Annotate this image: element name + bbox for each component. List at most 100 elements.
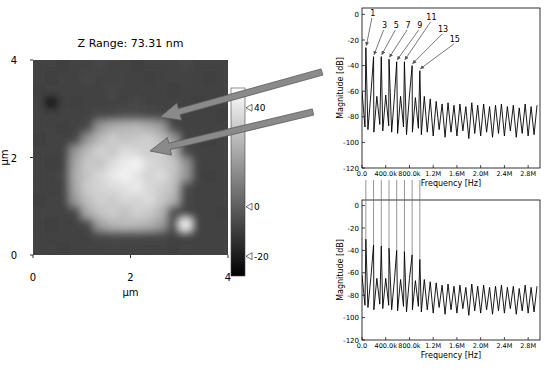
plot-area: [362, 48, 537, 139]
x-tick: [33, 255, 34, 258]
x-tick: [385, 165, 386, 168]
y-tick-label: 0: [355, 202, 359, 210]
y-tick-label: 2: [11, 153, 17, 164]
plot-frame: [362, 8, 540, 168]
guide-line: [365, 180, 366, 239]
x-tick: [130, 255, 131, 258]
y-tick: [362, 14, 365, 15]
spectrum-line: [362, 239, 537, 315]
harmonic-label: 7: [405, 21, 410, 30]
y-tick-label: -100: [343, 314, 359, 322]
harmonic-label: 13: [438, 25, 448, 34]
x-tick-label: 0.0: [357, 170, 367, 178]
guide-line: [419, 180, 420, 259]
y-tick: [362, 340, 365, 341]
x-axis-label: Frequency [Hz]: [421, 351, 481, 360]
guide-line: [388, 180, 389, 248]
spectrum-line: [362, 48, 537, 139]
colorbar-tick-label: -20: [254, 252, 269, 262]
image-area: [33, 60, 228, 255]
harmonic-label: 1: [370, 9, 375, 18]
y-axis-label: Magnitude [dB]: [336, 239, 345, 301]
harmonic-arrow: [366, 18, 372, 46]
x-tick: [409, 337, 410, 340]
height-map-smooth: [33, 60, 228, 255]
colorbar-tick: [246, 203, 252, 210]
x-tick: [456, 165, 457, 168]
x-tick: [528, 337, 529, 340]
image-title: Z Range: 73.31 nm: [78, 37, 184, 50]
y-tick: [30, 157, 33, 158]
x-tick-label: 1.6M: [449, 170, 465, 178]
harmonic-arrow: [420, 44, 454, 69]
y-tick: [362, 65, 365, 66]
harmonic-arrow: [374, 30, 384, 55]
pointer-arrow: [150, 109, 314, 155]
x-tick: [362, 165, 363, 168]
y-tick-label: -60: [348, 88, 359, 96]
figure: Z Range: 73.31 nm024024µmµm400-20-120-10…: [0, 0, 545, 370]
y-axis-label: µm: [0, 149, 10, 165]
x-tick-label: 1.2M: [425, 170, 441, 178]
x-tick: [480, 165, 481, 168]
y-axis-label: Magnitude [dB]: [336, 57, 345, 119]
x-tick: [433, 165, 434, 168]
x-tick-label: 1.2M: [425, 342, 441, 350]
y-tick-label: 0: [11, 250, 17, 261]
x-tick-label: 800.0k: [398, 342, 421, 350]
x-tick-label: 4: [225, 272, 231, 283]
y-tick-label: -100: [343, 139, 359, 147]
x-tick-label: 1.6M: [449, 342, 465, 350]
x-tick-label: 2.4M: [496, 170, 512, 178]
y-tick-label: 4: [11, 55, 17, 66]
x-tick: [433, 337, 434, 340]
colorbar-tick: [246, 104, 252, 111]
x-tick-label: 400.0k: [375, 342, 398, 350]
y-tick: [362, 317, 365, 318]
y-tick: [362, 168, 365, 169]
x-tick: [456, 337, 457, 340]
colorbar-tick: [246, 253, 252, 260]
x-tick: [480, 337, 481, 340]
guide-line: [412, 180, 413, 255]
x-tick-label: 2: [127, 272, 133, 283]
x-tick: [228, 255, 229, 258]
guide-line: [396, 180, 397, 250]
harmonic-arrow: [413, 34, 443, 64]
x-tick: [385, 337, 386, 340]
harmonic-label: 15: [450, 35, 460, 44]
harmonic-label: 5: [394, 21, 399, 30]
y-tick: [362, 116, 365, 117]
x-tick-label: 2.8M: [520, 342, 536, 350]
x-tick: [528, 165, 529, 168]
guide-line: [381, 180, 382, 246]
y-tick: [362, 142, 365, 143]
y-tick: [30, 60, 33, 61]
colorbar-tick-label: 0: [254, 202, 260, 212]
y-tick: [362, 295, 365, 296]
x-tick: [504, 337, 505, 340]
harmonic-arrow: [389, 30, 407, 57]
y-tick-label: -20: [348, 37, 359, 45]
x-tick: [362, 337, 363, 340]
colorbar-tick-label: 40: [254, 103, 266, 113]
y-tick-label: -60: [348, 269, 359, 277]
colorbar: [231, 88, 245, 276]
y-tick: [362, 228, 365, 229]
plot-area: [362, 239, 537, 315]
y-tick: [30, 255, 33, 256]
x-tick: [409, 165, 410, 168]
x-tick-label: 2.4M: [496, 342, 512, 350]
x-axis-label: µm: [122, 287, 138, 298]
y-tick-label: 0: [355, 11, 359, 19]
y-tick-label: -80: [348, 113, 359, 121]
x-tick: [504, 165, 505, 168]
y-tick: [362, 272, 365, 273]
harmonic-arrow: [405, 22, 431, 60]
y-tick: [362, 91, 365, 92]
x-axis-label: Frequency [Hz]: [421, 179, 481, 188]
x-tick-label: 0.0: [357, 342, 367, 350]
y-tick: [362, 250, 365, 251]
x-tick-label: 2.0M: [473, 342, 489, 350]
harmonic-label: 3: [382, 21, 387, 30]
